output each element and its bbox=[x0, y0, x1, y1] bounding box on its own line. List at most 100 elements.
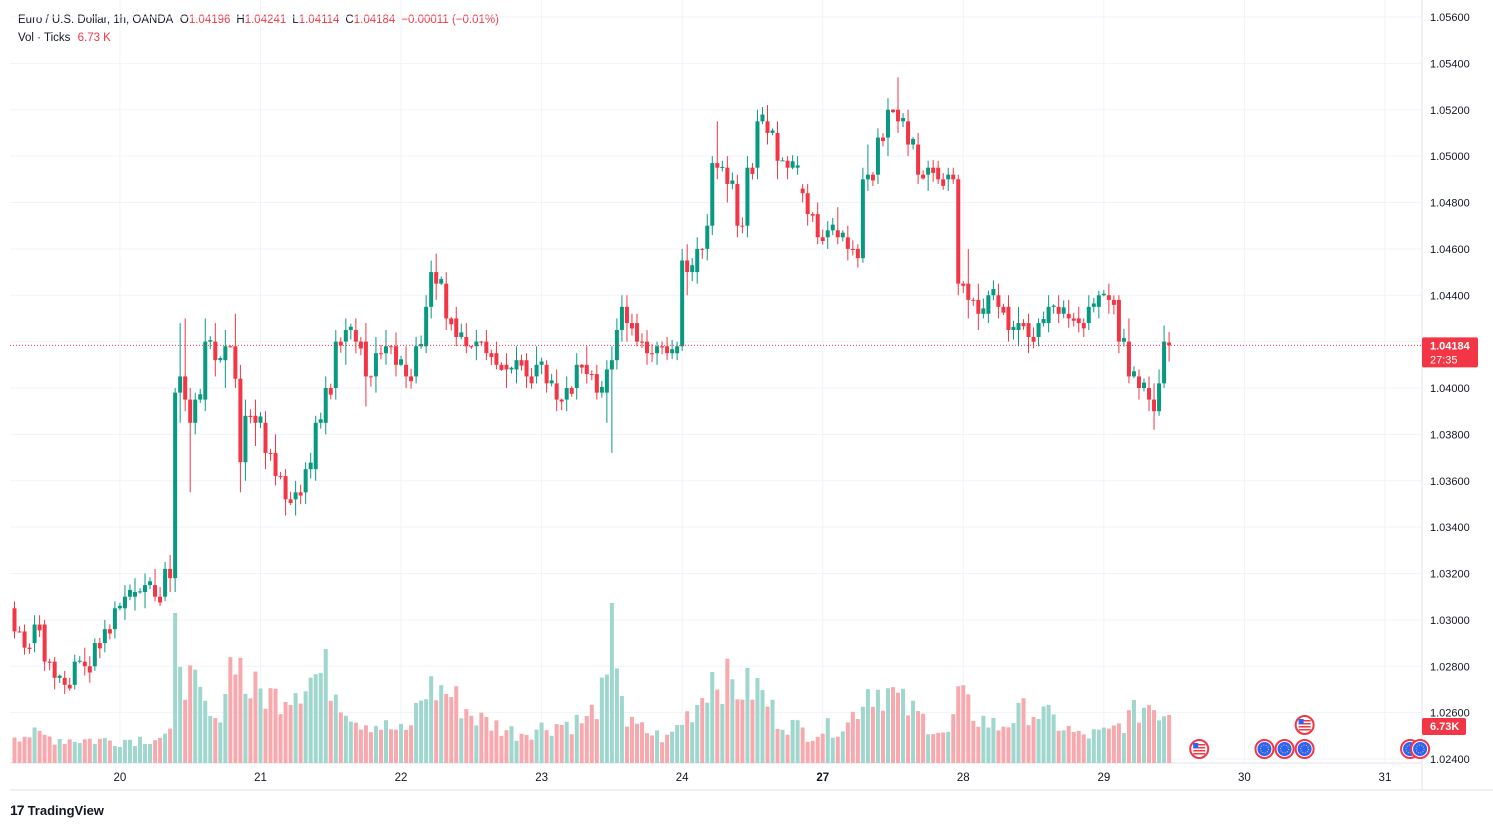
candle bbox=[308, 452, 313, 479]
candle-body bbox=[178, 376, 183, 393]
volume-bar bbox=[544, 730, 549, 763]
volume-bar bbox=[815, 736, 820, 763]
volume-bar bbox=[449, 697, 454, 763]
volume-bar bbox=[604, 674, 609, 763]
volume-bar bbox=[263, 708, 268, 763]
candle bbox=[750, 163, 755, 180]
candle bbox=[77, 656, 82, 664]
candle-body bbox=[745, 167, 750, 226]
volume-bar bbox=[298, 703, 303, 763]
candle bbox=[755, 109, 760, 180]
volume-bar bbox=[840, 731, 845, 763]
last-price-value: 1.04184 bbox=[1430, 340, 1471, 352]
candle bbox=[519, 354, 524, 371]
candle-body bbox=[865, 174, 870, 180]
candle-body bbox=[373, 353, 378, 377]
candle bbox=[660, 341, 665, 355]
candle bbox=[429, 260, 434, 319]
candle bbox=[333, 330, 338, 400]
candle-body bbox=[554, 383, 559, 400]
candle-body bbox=[911, 138, 916, 145]
candle-body bbox=[409, 376, 414, 382]
volume-bar bbox=[584, 715, 589, 763]
candle bbox=[690, 257, 695, 282]
us-flag-event-icon[interactable] bbox=[1189, 739, 1210, 759]
volume-bar bbox=[183, 699, 188, 763]
candle bbox=[589, 370, 594, 381]
volume-bar bbox=[489, 730, 494, 763]
candle bbox=[122, 585, 127, 620]
candle-body bbox=[474, 341, 479, 347]
candle bbox=[127, 584, 132, 601]
candle-body bbox=[665, 346, 670, 354]
volume-bar bbox=[178, 666, 183, 763]
candle-body bbox=[494, 353, 499, 365]
candle-body bbox=[941, 179, 946, 186]
volume-bar bbox=[1076, 730, 1081, 763]
volume-bar bbox=[253, 671, 258, 763]
volume-bar bbox=[715, 689, 720, 763]
volume-label[interactable]: Vol · Ticks bbox=[18, 32, 71, 44]
candle-body bbox=[870, 174, 875, 181]
candle bbox=[313, 415, 318, 481]
candle bbox=[389, 345, 393, 355]
volume-bar bbox=[916, 711, 921, 763]
volume-bar bbox=[539, 722, 544, 763]
volume-bar bbox=[22, 736, 27, 763]
candle bbox=[629, 313, 634, 336]
candle bbox=[328, 383, 333, 400]
volume-bar bbox=[158, 737, 163, 763]
volume-bar bbox=[569, 734, 574, 763]
time-tick-label: 21 bbox=[254, 772, 267, 784]
volume-bar bbox=[875, 689, 880, 763]
volume-bar bbox=[720, 704, 725, 763]
candle bbox=[1026, 313, 1031, 354]
volume-bar bbox=[1086, 738, 1091, 763]
eu-flag-event-icon[interactable] bbox=[1274, 739, 1295, 759]
time-axis: 20 21 22 23 24 27 28 29 30 31 bbox=[114, 772, 1392, 784]
volume-bar bbox=[880, 710, 885, 763]
price-tick-label: 1.02800 bbox=[1430, 661, 1470, 673]
candle-body bbox=[966, 283, 971, 300]
candle-body bbox=[1076, 318, 1081, 324]
candle-body bbox=[534, 364, 539, 377]
candle bbox=[248, 409, 253, 424]
volume-bar bbox=[624, 726, 629, 763]
volume-bar bbox=[559, 724, 564, 763]
candle bbox=[1001, 303, 1006, 315]
candle bbox=[715, 121, 720, 180]
volume-bar bbox=[1021, 698, 1026, 763]
candle bbox=[680, 248, 685, 351]
candle-body bbox=[424, 306, 429, 347]
candle-body bbox=[102, 629, 107, 644]
us-flag-event-icon[interactable] bbox=[1294, 715, 1315, 735]
volume-bar bbox=[1036, 719, 1041, 763]
eu-flag-event-icon[interactable] bbox=[1254, 739, 1275, 759]
candle bbox=[730, 172, 735, 190]
eu-flag-event-icon[interactable] bbox=[1410, 739, 1431, 759]
candle-body bbox=[624, 306, 629, 324]
eu-flag-event-icon[interactable] bbox=[1294, 739, 1315, 759]
candle-body bbox=[901, 117, 906, 122]
volume-bar bbox=[860, 706, 865, 763]
candle bbox=[363, 323, 368, 407]
volume-bar bbox=[730, 679, 735, 763]
volume-bar bbox=[750, 699, 755, 763]
volume-bar bbox=[835, 736, 840, 763]
tradingview-branding[interactable]: 17 TradingView bbox=[10, 802, 104, 818]
candle bbox=[574, 353, 579, 400]
volume-bar bbox=[358, 729, 363, 763]
candle-body bbox=[1152, 399, 1157, 412]
candle bbox=[1061, 300, 1066, 319]
volume-bar bbox=[830, 737, 835, 763]
candle-body bbox=[1147, 388, 1152, 400]
volume-bar bbox=[745, 667, 750, 763]
candle bbox=[504, 353, 509, 388]
candle-body bbox=[815, 214, 820, 238]
candle-body bbox=[363, 341, 368, 377]
volume-bar bbox=[122, 739, 127, 763]
volume-bar bbox=[725, 658, 730, 763]
volume-bar bbox=[911, 700, 916, 763]
candle-body bbox=[770, 130, 775, 133]
